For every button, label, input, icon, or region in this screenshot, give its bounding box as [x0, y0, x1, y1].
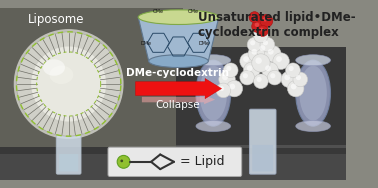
Circle shape — [257, 25, 268, 36]
Ellipse shape — [296, 60, 330, 126]
Ellipse shape — [43, 59, 65, 76]
Circle shape — [293, 72, 308, 87]
Circle shape — [265, 65, 271, 71]
Circle shape — [270, 73, 276, 78]
Circle shape — [288, 66, 294, 71]
Text: OMe: OMe — [188, 9, 199, 14]
Ellipse shape — [50, 66, 73, 84]
FancyBboxPatch shape — [0, 155, 346, 180]
Circle shape — [120, 160, 123, 162]
Circle shape — [286, 63, 300, 78]
Circle shape — [287, 80, 304, 97]
Ellipse shape — [196, 55, 231, 66]
Ellipse shape — [14, 29, 124, 139]
Circle shape — [216, 83, 231, 98]
Ellipse shape — [196, 121, 231, 132]
Circle shape — [226, 66, 231, 71]
Circle shape — [248, 45, 265, 62]
FancyArrow shape — [142, 95, 215, 104]
Circle shape — [222, 74, 228, 80]
Circle shape — [256, 58, 262, 64]
Text: DMe: DMe — [140, 41, 151, 46]
Circle shape — [262, 62, 278, 79]
Circle shape — [251, 14, 255, 18]
FancyBboxPatch shape — [0, 147, 346, 155]
Ellipse shape — [17, 32, 121, 136]
Circle shape — [276, 56, 282, 62]
Circle shape — [263, 40, 268, 45]
FancyBboxPatch shape — [59, 154, 78, 171]
Text: DMe: DMe — [199, 41, 210, 46]
Circle shape — [256, 42, 273, 58]
Ellipse shape — [138, 10, 219, 24]
Polygon shape — [138, 17, 219, 61]
Circle shape — [243, 73, 248, 78]
Circle shape — [291, 84, 296, 89]
Circle shape — [240, 53, 256, 69]
Ellipse shape — [299, 66, 327, 121]
Circle shape — [281, 71, 297, 88]
FancyBboxPatch shape — [176, 145, 346, 148]
Circle shape — [268, 49, 274, 55]
Circle shape — [260, 28, 263, 31]
Ellipse shape — [200, 66, 227, 121]
Circle shape — [240, 70, 254, 85]
Circle shape — [243, 56, 249, 62]
Circle shape — [223, 63, 238, 78]
Text: Collapse: Collapse — [155, 100, 200, 111]
Ellipse shape — [149, 55, 208, 67]
Circle shape — [117, 155, 130, 168]
Text: OMe: OMe — [153, 9, 164, 14]
Text: = Lipid: = Lipid — [180, 155, 225, 168]
Circle shape — [257, 31, 262, 36]
Circle shape — [263, 17, 267, 21]
Circle shape — [250, 40, 255, 45]
Circle shape — [265, 45, 281, 62]
Circle shape — [267, 70, 282, 85]
Circle shape — [254, 74, 268, 89]
Circle shape — [219, 71, 235, 88]
Text: Unsaturated lipid•DMe-
cyclodextrin complex: Unsaturated lipid•DMe- cyclodextrin comp… — [198, 11, 355, 39]
Circle shape — [226, 80, 243, 97]
Circle shape — [252, 20, 265, 33]
Text: DMe-cyclodextrin: DMe-cyclodextrin — [126, 68, 229, 78]
Ellipse shape — [196, 60, 231, 126]
Circle shape — [219, 86, 224, 91]
Circle shape — [257, 77, 262, 82]
Circle shape — [254, 28, 268, 43]
Circle shape — [296, 75, 301, 80]
Circle shape — [251, 49, 257, 55]
Circle shape — [252, 54, 270, 72]
Circle shape — [243, 62, 260, 79]
FancyBboxPatch shape — [0, 8, 183, 180]
Circle shape — [284, 74, 290, 80]
Circle shape — [255, 23, 259, 27]
Ellipse shape — [31, 46, 106, 121]
FancyBboxPatch shape — [176, 47, 346, 180]
FancyBboxPatch shape — [108, 147, 242, 177]
FancyBboxPatch shape — [56, 124, 81, 174]
Ellipse shape — [296, 121, 330, 132]
Circle shape — [273, 53, 289, 69]
FancyBboxPatch shape — [249, 109, 276, 174]
Circle shape — [260, 37, 275, 52]
Text: Liposome: Liposome — [28, 13, 84, 26]
Circle shape — [260, 45, 265, 51]
Circle shape — [260, 14, 273, 27]
Ellipse shape — [296, 55, 330, 66]
FancyArrow shape — [135, 79, 222, 99]
Circle shape — [229, 84, 235, 89]
Circle shape — [249, 12, 260, 23]
Circle shape — [247, 37, 262, 52]
FancyBboxPatch shape — [252, 145, 273, 171]
Circle shape — [247, 65, 253, 71]
